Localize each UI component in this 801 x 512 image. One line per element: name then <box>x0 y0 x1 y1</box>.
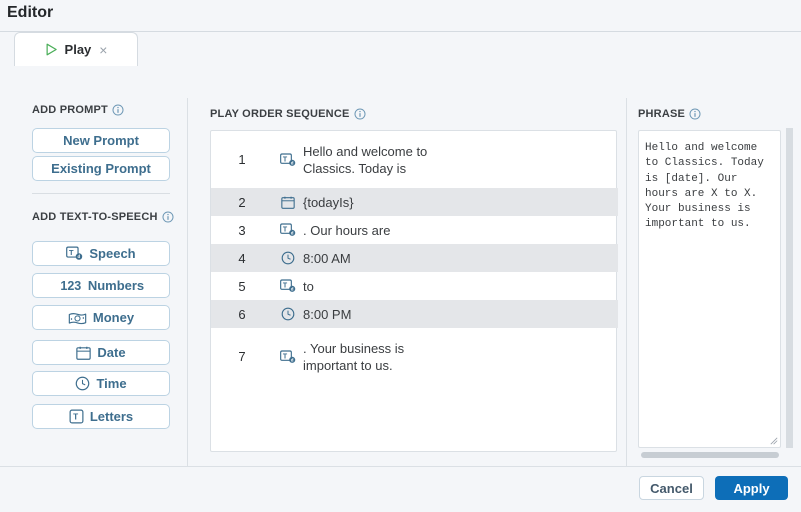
svg-text:d: d <box>78 254 81 259</box>
svg-text:d: d <box>291 286 294 291</box>
svg-text:T: T <box>69 248 74 257</box>
svg-text:d: d <box>291 160 294 165</box>
svg-text:d: d <box>291 230 294 235</box>
svg-text:T: T <box>283 156 288 163</box>
svg-text:T: T <box>283 283 288 290</box>
svg-text:d: d <box>291 357 294 362</box>
svg-text:T: T <box>283 353 288 360</box>
svg-text:T: T <box>283 227 288 234</box>
svg-text:T: T <box>73 413 78 422</box>
